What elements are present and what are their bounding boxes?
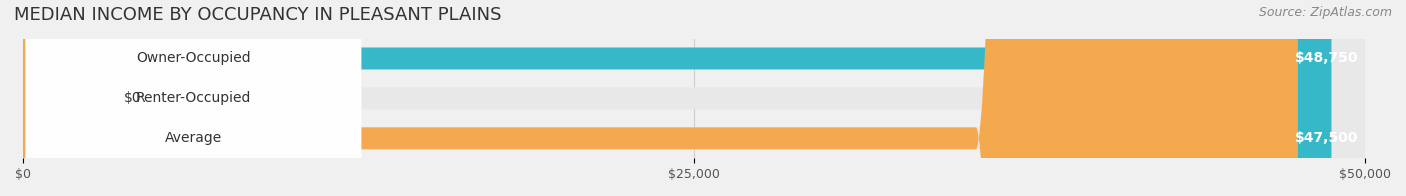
FancyBboxPatch shape [22, 0, 1298, 196]
FancyBboxPatch shape [22, 0, 1365, 196]
Text: Renter-Occupied: Renter-Occupied [136, 91, 252, 105]
Text: Owner-Occupied: Owner-Occupied [136, 52, 250, 65]
FancyBboxPatch shape [25, 0, 361, 196]
Text: $0: $0 [124, 91, 141, 105]
FancyBboxPatch shape [17, 0, 90, 196]
Text: Source: ZipAtlas.com: Source: ZipAtlas.com [1258, 6, 1392, 19]
Text: $48,750: $48,750 [1295, 52, 1358, 65]
FancyBboxPatch shape [22, 0, 1331, 196]
Text: MEDIAN INCOME BY OCCUPANCY IN PLEASANT PLAINS: MEDIAN INCOME BY OCCUPANCY IN PLEASANT P… [14, 6, 502, 24]
FancyBboxPatch shape [25, 0, 361, 196]
FancyBboxPatch shape [25, 0, 361, 196]
Text: Average: Average [165, 131, 222, 145]
Text: $47,500: $47,500 [1295, 131, 1358, 145]
FancyBboxPatch shape [22, 0, 1365, 196]
FancyBboxPatch shape [22, 0, 1365, 196]
